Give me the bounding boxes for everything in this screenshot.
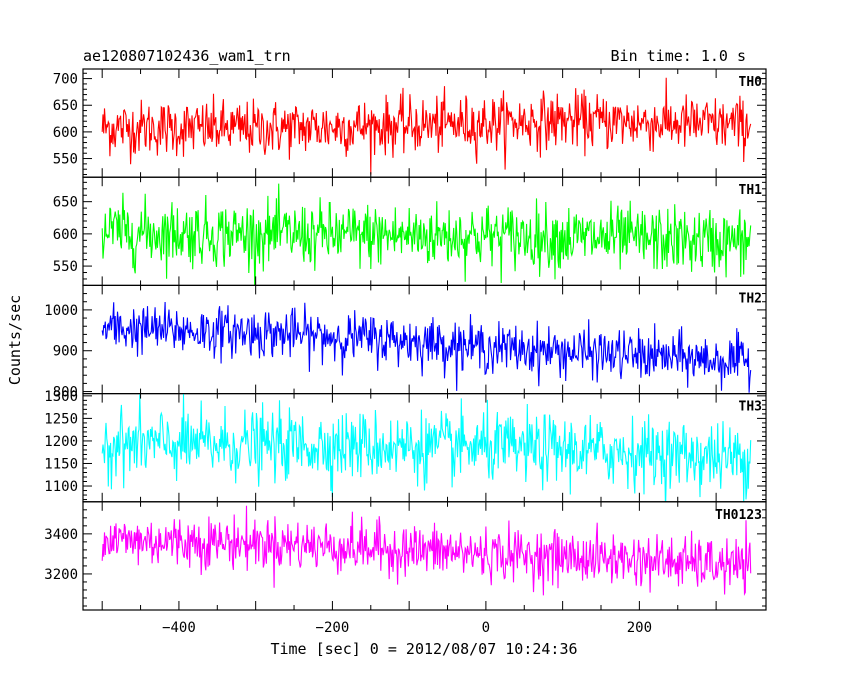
series-th2: [101, 301, 752, 393]
panel-label: TH0: [739, 75, 763, 90]
panel-label: TH0123: [715, 508, 762, 523]
x-tick-label: 0: [482, 620, 490, 636]
x-axis-label: Time [sec] 0 = 2012/08/07 10:24:36: [270, 640, 577, 658]
y-tick-label: 650: [53, 195, 78, 211]
series-th0123: [101, 505, 752, 597]
y-tick-label: 3400: [44, 527, 78, 543]
series-th3: [101, 393, 752, 502]
panel-th0123: 3200 3400 TH0123: [44, 501, 767, 611]
y-tick-label: 900: [53, 344, 78, 360]
panel-th2: 800 900 1000 TH2: [44, 284, 767, 401]
y-tick-label: 1200: [44, 434, 78, 450]
y-tick-label: 1150: [44, 456, 78, 472]
y-tick-label: 1000: [44, 303, 78, 319]
bin-time-label: Bin time: 1.0 s: [611, 47, 746, 65]
chart-title: ae120807102436_wam1_trn: [83, 47, 291, 65]
y-tick-label: 1100: [44, 479, 78, 495]
y-axis-label: Counts/sec: [6, 295, 24, 385]
series-th0: [101, 77, 752, 175]
panels-group: 550 600 650 700 TH0 550 600 650 TH1 800 900 1000 TH2…: [44, 68, 767, 636]
y-tick-label: 600: [53, 227, 78, 243]
x-tick-label: 200: [627, 620, 652, 636]
panel-th3: 1100 1150 1200 1250 1300 TH3: [44, 389, 767, 503]
y-tick-label: 550: [53, 259, 78, 275]
x-tick-label: −200: [316, 620, 350, 636]
panel-label: TH2: [739, 291, 762, 306]
series-th1: [101, 183, 752, 286]
y-tick-label: 1300: [44, 389, 78, 405]
y-tick-label: 800: [53, 385, 78, 401]
y-tick-label: 650: [53, 98, 78, 114]
x-tick-label: −400: [162, 620, 196, 636]
y-tick-label: 1250: [44, 411, 78, 427]
y-tick-label: 600: [53, 125, 78, 141]
y-tick-label: 700: [53, 72, 78, 88]
panel-th1: 550 600 650 TH1: [53, 176, 767, 286]
x-axis: −400 −200 0 200: [162, 620, 652, 636]
panel-label: TH3: [739, 400, 762, 415]
y-tick-label: 3200: [44, 567, 78, 583]
panel-frame: [82, 501, 767, 611]
panel-th0: 550 600 650 700 TH0: [53, 68, 767, 178]
panel-label: TH1: [739, 183, 763, 198]
y-tick-label: 550: [53, 152, 78, 168]
